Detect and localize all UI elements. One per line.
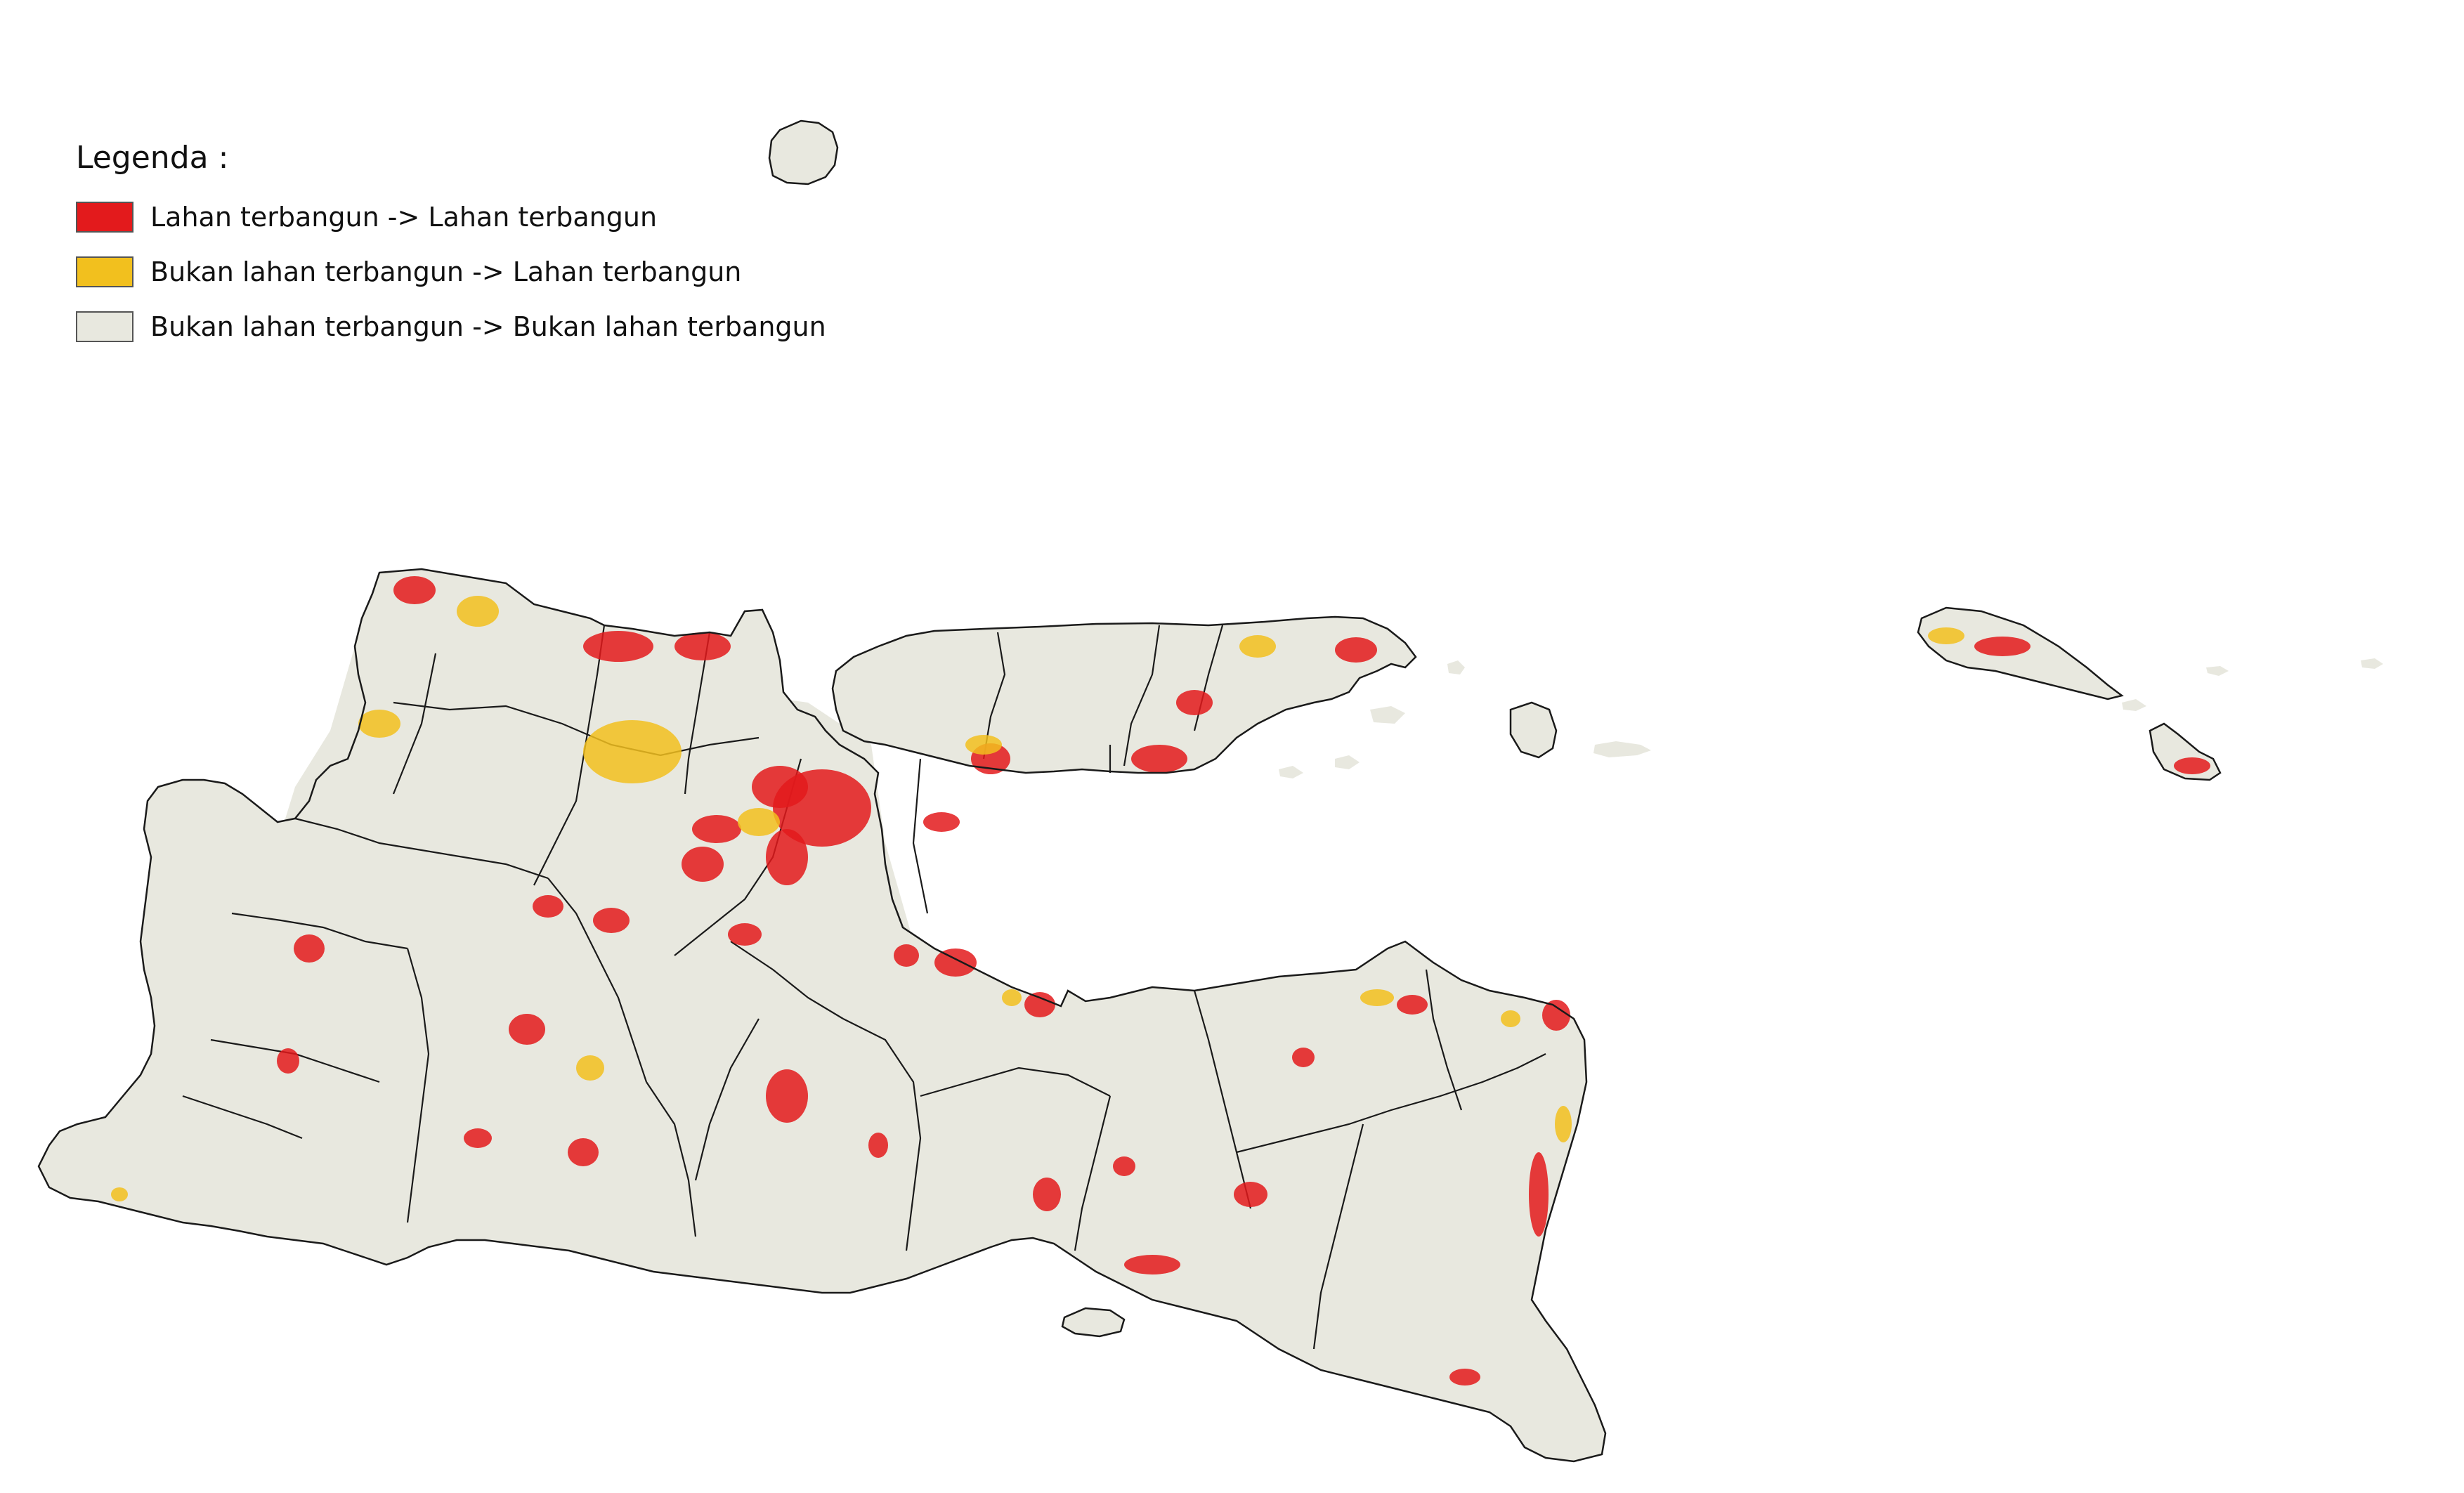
madura-island [833,617,1416,773]
nusa-barung-island [1062,1308,1124,1336]
legend-label: Bukan lahan terbangun -> Lahan terbangun [150,256,742,287]
mainland-landmass [39,569,1605,1461]
bawean-island [769,121,837,184]
built-up-areas [277,576,2210,1386]
kangean-islands [1279,608,2383,780]
legend-item-nonbuilt-to-nonbuilt: Bukan lahan terbangun -> Bukan lahan ter… [76,299,919,354]
map-legend: Legenda : Lahan terbangun -> Lahan terba… [76,139,919,354]
legend-swatch-red [76,202,133,233]
east-java-mainland [39,569,1605,1461]
legend-title: Legenda : [76,140,229,176]
legend-label: Bukan lahan terbangun -> Bukan lahan ter… [150,311,826,342]
legend-item-built-to-built: Lahan terbangun -> Lahan terbangun [76,190,919,245]
legend-label: Lahan terbangun -> Lahan terbangun [150,202,658,233]
legend-swatch-yellow [76,256,133,287]
regency-boundaries [182,625,1546,1350]
legend-item-nonbuilt-to-built: Bukan lahan terbangun -> Lahan terbangun [76,245,919,299]
coastlines [37,119,2222,1463]
new-built-areas [111,596,1964,1201]
legend-swatch-beige [76,311,133,342]
